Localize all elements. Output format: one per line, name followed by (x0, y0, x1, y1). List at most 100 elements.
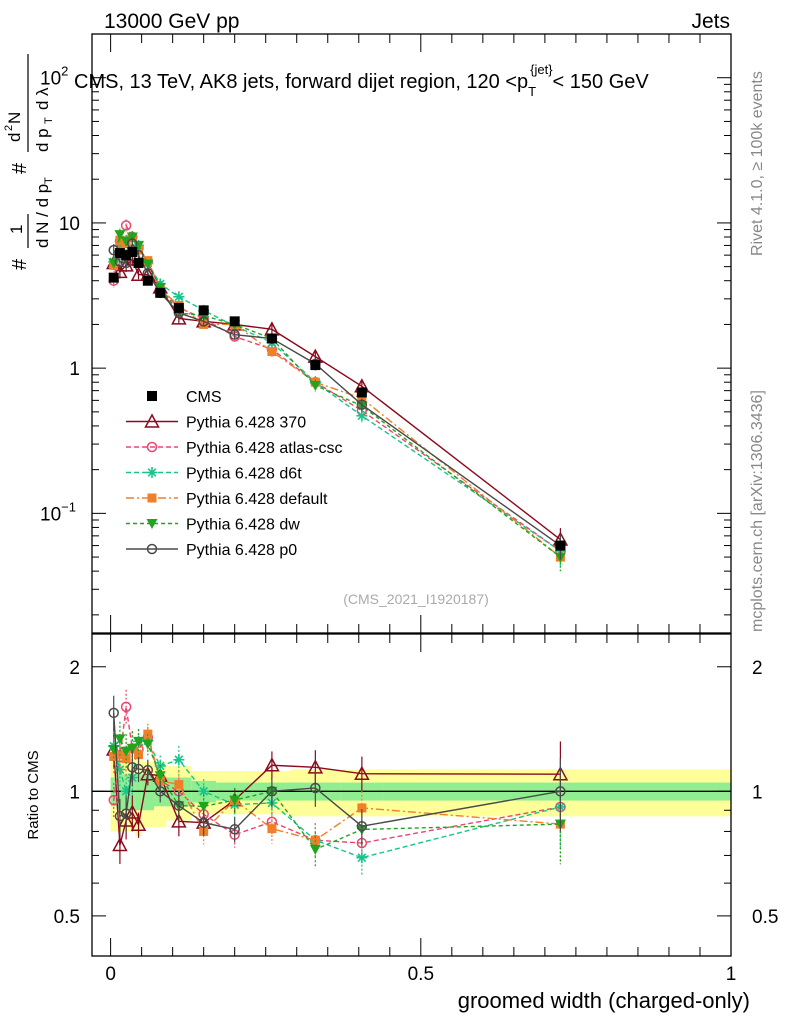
x-axis-label: groomed width (charged-only) (458, 988, 750, 1013)
cms-data-point (198, 305, 209, 316)
ratio-point-pythia-6-428-default (267, 824, 277, 834)
svg-text:T: T (43, 177, 55, 184)
ratio-point-pythia-6-428-dw (198, 801, 210, 812)
energy-label: 13000 GeV pp (104, 10, 239, 33)
legend-entry-pythia-6-428-p0: Pythia 6.428 p0 (126, 542, 297, 559)
cms-data-point (173, 302, 184, 313)
plot-title: CMS, 13 TeV, AK8 jets, forward dijet reg… (74, 62, 649, 99)
ratio-point-pythia-6-428-d6t (356, 852, 368, 864)
ratio-point-pythia-6-428-p0 (173, 800, 185, 811)
point-pythia-6-428-p0 (356, 399, 368, 410)
ratio-y-tick-label-right: 1 (752, 782, 763, 803)
svg-text:d: d (33, 101, 52, 110)
legend-label-pythia-6-428-dw: Pythia 6.428 dw (186, 517, 300, 534)
ratio-point-pythia-6-428-p0 (108, 707, 119, 719)
ratio-point-pythia-6-428-d6t (173, 754, 185, 766)
cms-data-point (155, 287, 166, 298)
ratio-point-pythia-6-428-d6t (198, 785, 210, 797)
point-pythia-6-428-dw (309, 380, 321, 391)
point-pythia-6-428-default (267, 347, 277, 357)
ratio-band-inner (129, 774, 136, 811)
ratio-line-pythia-6-428-d6t (113, 740, 561, 859)
cms-data-point (266, 333, 277, 344)
legend-label-pythia-6-428-p0: Pythia 6.428 p0 (186, 542, 297, 559)
ratio-y-tick-label-right: 0.5 (752, 907, 778, 928)
legend-entry-cms: CMS (147, 389, 222, 406)
ratio-y-tick-label: 1 (69, 782, 80, 803)
ratio-point-pythia-6-428-370 (112, 836, 128, 852)
point-pythia-6-428-dw (120, 236, 132, 247)
ratio-point-pythia-6-428-atlas-csc (108, 794, 119, 806)
series-line-pythia-6-428-d6t (113, 243, 561, 552)
analysis-id: (CMS_2021_I1920187) (343, 591, 489, 607)
legend-label-pythia-6-428-d6t: Pythia 6.428 d6t (186, 466, 302, 483)
title-end: < 150 GeV (553, 71, 650, 93)
ratio-line-pythia-6-428-dw (113, 737, 561, 851)
legend-label-cms: CMS (186, 389, 222, 406)
point-pythia-6-428-dw (126, 232, 138, 243)
ratio-ylabel: Ratio to CMS (25, 750, 42, 839)
ratio-band-inner (135, 774, 142, 811)
cms-data-point (108, 272, 119, 283)
cms-data-point (229, 316, 240, 327)
ratio-point-pythia-6-428-default (310, 835, 320, 845)
svg-text:d: d (5, 133, 24, 142)
cms-data-point (133, 257, 144, 268)
svg-text:CMS, 13 TeV, AK8 jets, forward: CMS, 13 TeV, AK8 jets, forward dijet reg… (74, 62, 649, 99)
x-tick-label: 0.5 (408, 964, 434, 985)
ratio-point-pythia-6-428-p0 (120, 808, 132, 819)
ratio-point-pythia-6-428-p0 (266, 786, 278, 797)
main-y-tick-label: 1 (69, 359, 80, 380)
legend-label-pythia-6-428-default: Pythia 6.428 default (186, 491, 328, 508)
legend-marker-pythia-6-428-default (147, 493, 157, 503)
svg-text:#: # (9, 162, 31, 174)
ratio-band-inner (116, 774, 124, 811)
axes: 10−1 1 10 102 0.5 0.5 1 1 2 2 0 0.5 1 (40, 33, 778, 985)
point-pythia-6-428-d6t (173, 291, 185, 303)
ratio-point-pythia-6-428-dw (126, 743, 138, 754)
ratio-line-pythia-6-428-p0 (113, 712, 561, 831)
ratio-point-pythia-6-428-370 (354, 765, 370, 780)
cms-data-point (142, 275, 153, 286)
legend-marker-cms (147, 391, 157, 401)
cms-data-point (555, 540, 566, 551)
legend-marker-pythia-6-428-d6t (146, 467, 158, 478)
svg-text:λ: λ (33, 87, 52, 96)
main-y-tick-label: 10−1 (40, 499, 76, 525)
cms-data-point (356, 387, 367, 398)
main-y-tick-label: 10 (59, 214, 80, 235)
ratio-y-tick-label: 2 (69, 658, 80, 679)
mcplots-label: mcplots.cern.ch [arXiv:1306.3436] (749, 390, 766, 632)
legend-entry-pythia-6-428-d6t: Pythia 6.428 d6t (126, 466, 302, 483)
title-sup: {jet} (530, 62, 553, 77)
legend-entry-pythia-6-428-dw: Pythia 6.428 dw (126, 517, 300, 534)
ratio-point-pythia-6-428-dw (114, 734, 126, 745)
legend-entry-pythia-6-428-370: Pythia 6.428 370 (126, 413, 306, 432)
ratio-point-pythia-6-428-370 (130, 816, 147, 832)
svg-text:#: # (9, 258, 31, 270)
legend-marker-pythia-6-428-p0 (146, 543, 158, 555)
main-ylabel: # 1 d N / d p T # d 2 N d p T d λ (3, 54, 55, 270)
ratio-point-pythia-6-428-dw (154, 771, 166, 782)
ratio-point-pythia-6-428-p0 (198, 817, 209, 828)
ratio-point-pythia-6-428-dw (120, 746, 132, 757)
ratio-point-pythia-6-428-atlas-csc (120, 701, 132, 713)
rivet-label: Rivet 4.1.0, ≥ 100k events (749, 71, 766, 256)
point-pythia-6-428-default (115, 235, 125, 245)
ratio-point-pythia-6-428-default (174, 780, 184, 790)
point-pythia-6-428-dw (108, 258, 120, 269)
cms-data-point (114, 248, 125, 259)
ratio-point-pythia-6-428-default (134, 750, 144, 760)
title-main: CMS, 13 TeV, AK8 jets, forward dijet reg… (74, 71, 528, 93)
ratio-point-pythia-6-428-370 (264, 757, 280, 772)
x-tick-label: 0 (105, 964, 116, 985)
point-pythia-6-428-dw (142, 259, 154, 270)
point-pythia-6-428-370 (130, 266, 147, 281)
point-pythia-6-428-dw (133, 240, 145, 251)
point-pythia-6-428-dw (114, 230, 126, 241)
legend-label-pythia-6-428-atlas-csc: Pythia 6.428 atlas-csc (186, 440, 343, 457)
ratio-point-pythia-6-428-p0 (229, 824, 240, 835)
ratio-y-tick-label: 0.5 (54, 907, 80, 928)
ratio-point-pythia-6-428-p0 (114, 810, 126, 822)
